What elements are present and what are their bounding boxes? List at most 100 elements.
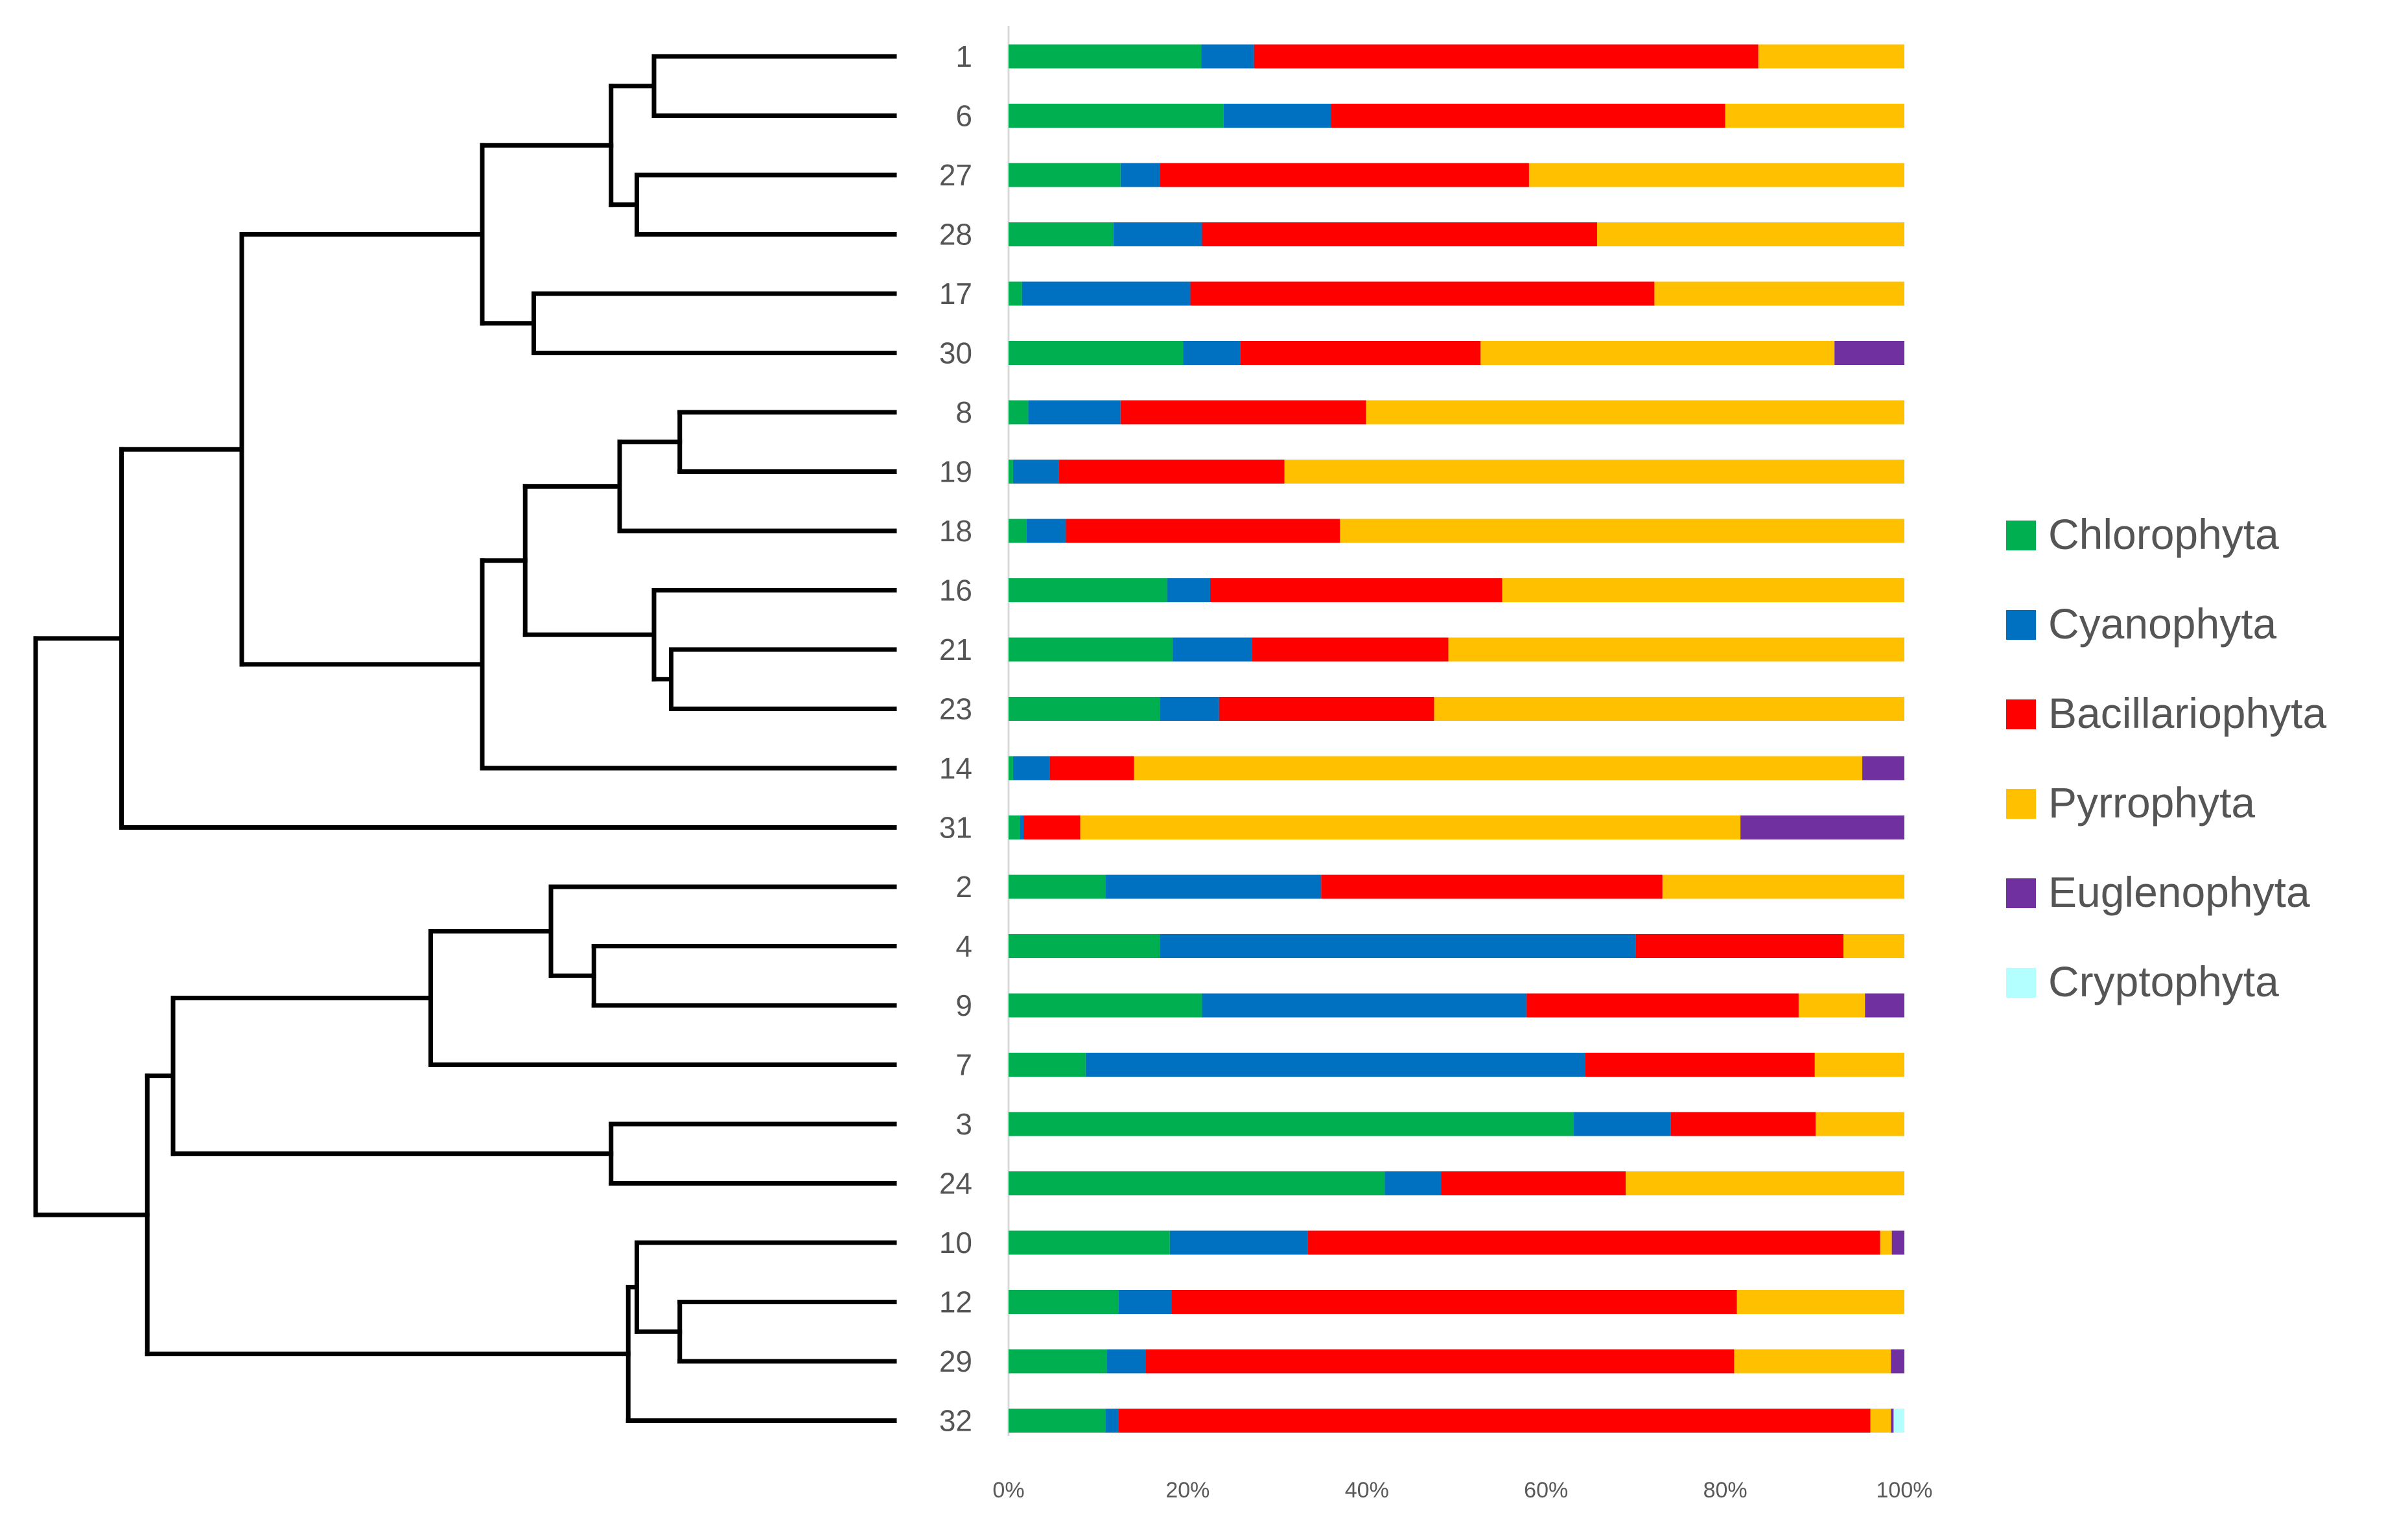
legend-swatch-cyanophyta [2006, 610, 2036, 640]
bar-segment-4-cyanophyta [1160, 934, 1636, 958]
bar-segment-29-chlorophyta [1009, 1349, 1108, 1374]
bar-segment-23-chlorophyta [1009, 697, 1160, 721]
bar-segment-4-bacillariophyta [1635, 934, 1844, 958]
site-label-29: 29 [939, 1344, 972, 1378]
stacked-bars [1009, 44, 1904, 1433]
bar-segment-16-pyrrophyta [1502, 578, 1904, 602]
bar-segment-32-pyrrophyta [1870, 1409, 1891, 1433]
bar-segment-29-euglenophyta [1891, 1349, 1904, 1374]
bar-segment-29-cyanophyta [1107, 1349, 1146, 1374]
legend-label-bacillariophyta: Bacillariophyta [2048, 689, 2327, 737]
site-label-12: 12 [939, 1285, 972, 1319]
bar-segment-24-cyanophyta [1385, 1171, 1442, 1195]
site-label-8: 8 [955, 395, 972, 429]
x-tick-40pct: 40% [1345, 1478, 1389, 1503]
legend: Chlorophyta Cyanophyta Bacillariophyta Pyrr… [2006, 510, 2327, 1005]
bar-segment-31-bacillariophyta [1023, 815, 1081, 839]
bar-segment-32-euglenophyta [1891, 1409, 1894, 1433]
bar-segment-24-chlorophyta [1009, 1171, 1385, 1195]
site-label-31: 31 [939, 811, 972, 845]
bar-segment-21-bacillariophyta [1252, 637, 1449, 662]
legend-swatch-pyrrophyta [2006, 789, 2036, 819]
legend-label-chlorophyta: Chlorophyta [2048, 510, 2279, 558]
bar-segment-30-cyanophyta [1183, 341, 1241, 365]
site-label-1: 1 [955, 40, 972, 73]
site-label-28: 28 [939, 218, 972, 252]
bar-segment-14-pyrrophyta [1134, 756, 1863, 780]
site-label-2: 2 [955, 870, 972, 904]
legend-label-euglenophyta: Euglenophyta [2048, 868, 2310, 916]
site-label-19: 19 [939, 455, 972, 489]
bar-segment-12-chlorophyta [1009, 1290, 1119, 1314]
legend-swatch-chlorophyta [2006, 521, 2036, 550]
site-label-16: 16 [939, 574, 972, 607]
bar-segment-31-euglenophyta [1740, 815, 1904, 839]
bar-segment-12-pyrrophyta [1736, 1290, 1904, 1314]
bar-segment-18-pyrrophyta [1340, 519, 1904, 543]
bar-segment-23-cyanophyta [1160, 697, 1219, 721]
site-label-7: 7 [955, 1048, 972, 1082]
site-label-21: 21 [939, 633, 972, 666]
bar-segment-2-cyanophyta [1105, 874, 1322, 899]
bar-segment-6-pyrrophyta [1725, 104, 1904, 128]
site-label-30: 30 [939, 336, 972, 370]
bar-segment-9-chlorophyta [1009, 993, 1202, 1018]
site-label-9: 9 [955, 989, 972, 1022]
x-axis-tick-labels: 0% 20% 40% 60% 80% 100% [992, 1478, 1932, 1503]
bar-segment-24-bacillariophyta [1441, 1171, 1626, 1195]
bar-segment-9-euglenophyta [1865, 993, 1904, 1018]
bar-segment-9-cyanophyta [1202, 993, 1526, 1018]
bar-segment-8-bacillariophyta [1120, 400, 1366, 425]
bar-segment-8-pyrrophyta [1366, 400, 1904, 425]
bar-segment-9-pyrrophyta [1798, 993, 1865, 1018]
bar-segment-28-bacillariophyta [1202, 222, 1597, 246]
bar-segment-7-chlorophyta [1009, 1053, 1086, 1077]
bar-segment-10-chlorophyta [1009, 1230, 1170, 1255]
bar-segment-3-chlorophyta [1009, 1112, 1574, 1136]
bar-segment-16-cyanophyta [1167, 578, 1210, 602]
bar-segment-2-pyrrophyta [1662, 874, 1904, 899]
bar-segment-6-chlorophyta [1009, 104, 1224, 128]
bar-segment-31-chlorophyta [1009, 815, 1020, 839]
x-tick-60pct: 60% [1524, 1478, 1568, 1503]
bar-segment-28-cyanophyta [1113, 222, 1202, 246]
bar-segment-14-bacillariophyta [1049, 756, 1134, 780]
bar-segment-1-pyrrophyta [1758, 44, 1904, 69]
bar-segment-6-cyanophyta [1223, 104, 1331, 128]
site-label-4: 4 [955, 930, 972, 963]
bar-segment-8-cyanophyta [1028, 400, 1121, 425]
site-label-32: 32 [939, 1404, 972, 1438]
legend-label-cyanophyta: Cyanophyta [2048, 600, 2277, 648]
legend-label-cryptophyta: Cryptophyta [2048, 957, 2279, 1005]
bar-segment-6-bacillariophyta [1331, 104, 1725, 128]
bar-segment-19-pyrrophyta [1284, 460, 1904, 484]
bar-segment-3-cyanophyta [1574, 1112, 1671, 1136]
site-label-3: 3 [955, 1107, 972, 1141]
bar-segment-23-bacillariophyta [1219, 697, 1434, 721]
bar-segment-16-chlorophyta [1009, 578, 1167, 602]
bar-segment-1-bacillariophyta [1254, 44, 1759, 69]
bar-segment-3-bacillariophyta [1670, 1112, 1816, 1136]
x-tick-0pct: 0% [992, 1478, 1024, 1503]
bar-segment-17-cyanophyta [1022, 281, 1191, 306]
bar-segment-1-cyanophyta [1201, 44, 1254, 69]
bar-segment-3-pyrrophyta [1816, 1112, 1904, 1136]
bar-segment-21-cyanophyta [1172, 637, 1252, 662]
bar-segment-10-euglenophyta [1891, 1230, 1904, 1255]
bar-segment-7-cyanophyta [1085, 1053, 1586, 1077]
bar-segment-16-bacillariophyta [1210, 578, 1502, 602]
bar-segment-30-bacillariophyta [1240, 341, 1481, 365]
bar-segment-17-chlorophyta [1009, 281, 1022, 306]
legend-swatch-cryptophyta [2006, 968, 2036, 998]
bar-segment-27-bacillariophyta [1160, 163, 1529, 187]
bar-segment-27-cyanophyta [1120, 163, 1160, 187]
bar-segment-32-chlorophyta [1009, 1409, 1106, 1433]
bar-segment-32-cryptophyta [1893, 1409, 1904, 1433]
bar-segment-19-bacillariophyta [1058, 460, 1285, 484]
bar-segment-18-bacillariophyta [1066, 519, 1340, 543]
x-tick-20pct: 20% [1165, 1478, 1210, 1503]
bar-segment-14-cyanophyta [1012, 756, 1050, 780]
site-label-27: 27 [939, 158, 972, 192]
